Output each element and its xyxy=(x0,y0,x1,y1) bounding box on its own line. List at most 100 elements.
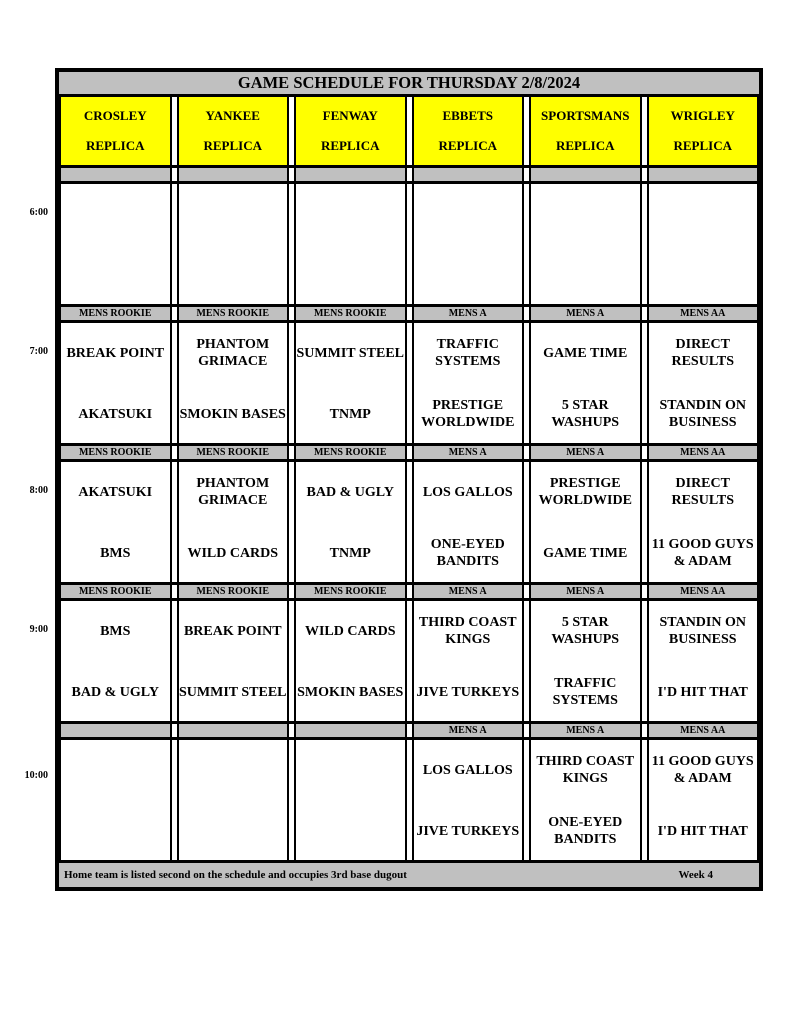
division-row: MENS ROOKIE MENS ROOKIE MENS ROOKIE MENS A M… xyxy=(59,446,759,462)
division-row: MENS A MENS A MENS AA xyxy=(59,724,759,740)
division-cell xyxy=(176,724,289,737)
home-team: ONE-EYED BANDITS xyxy=(548,815,623,847)
game-cell xyxy=(646,184,759,304)
game-cell xyxy=(529,184,642,304)
home-team: BMS xyxy=(100,545,131,561)
game-cell xyxy=(294,184,407,304)
division-cell: MENS A xyxy=(411,446,524,459)
game-cell: GAME TIME 5 STAR WASHUPS xyxy=(529,323,642,443)
home-team: STANDIN ON BUSINESS xyxy=(659,398,746,430)
field-name: SPORTSMANS xyxy=(541,108,630,123)
field-name: FENWAY xyxy=(322,108,378,123)
footer-note: Home team is listed second on the schedu… xyxy=(64,869,407,881)
home-team xyxy=(296,806,405,858)
home-team xyxy=(414,250,523,302)
division-cell: MENS A xyxy=(529,446,642,459)
away-team: PHANTOM GRIMACE xyxy=(196,476,270,508)
away-team xyxy=(296,186,405,244)
home-team: SMOKIN BASES xyxy=(179,406,286,422)
field-header-cell: EBBETS REPLICA xyxy=(411,97,524,165)
division-cell xyxy=(294,724,407,737)
division-cell: MENS A xyxy=(411,724,524,737)
away-team: DIRECT RESULTS xyxy=(671,337,735,369)
division-cell: MENS A xyxy=(411,307,524,320)
field-header-row: CROSLEY REPLICA YANKEE REPLICA FENWAY REPLICA… xyxy=(59,97,759,168)
game-cell: DIRECT RESULTS 11 GOOD GUYS & ADAM xyxy=(646,462,759,582)
game-cell: THIRD COAST KINGS ONE-EYED BANDITS xyxy=(529,740,642,860)
division-cell: MENS AA xyxy=(646,307,759,320)
home-team: ONE-EYED BANDITS xyxy=(430,537,505,569)
division-cell: MENS ROOKIE xyxy=(59,446,172,459)
division-cell xyxy=(59,168,172,181)
game-cell: PHANTOM GRIMACE WILD CARDS xyxy=(176,462,289,582)
division-row xyxy=(59,168,759,184)
division-cell: MENS ROOKIE xyxy=(294,307,407,320)
field-sub: REPLICA xyxy=(438,138,497,153)
field-sub: REPLICA xyxy=(203,138,262,153)
division-cell: MENS ROOKIE xyxy=(59,307,172,320)
field-header-cell: CROSLEY REPLICA xyxy=(59,97,172,165)
division-cell xyxy=(59,724,172,737)
away-team: SUMMIT STEEL xyxy=(296,345,405,361)
field-name: YANKEE xyxy=(205,108,260,123)
away-team xyxy=(179,186,288,244)
slot-bands: MENS ROOKIE MENS ROOKIE MENS ROOKIE MENS A M… xyxy=(59,168,759,863)
home-team: TNMP xyxy=(329,406,371,422)
game-row xyxy=(59,184,759,307)
division-cell: MENS ROOKIE xyxy=(176,446,289,459)
home-team: 11 GOOD GUYS & ADAM xyxy=(651,537,754,569)
away-team: PRESTIGE WORLDWIDE xyxy=(538,476,632,508)
game-row: BMS BAD & UGLY BREAK POINT SUMMIT STEEL WILD… xyxy=(59,601,759,724)
game-cell xyxy=(294,740,407,860)
division-cell xyxy=(411,168,524,181)
away-team: DIRECT RESULTS xyxy=(671,476,735,508)
game-cell: PRESTIGE WORLDWIDE GAME TIME xyxy=(529,462,642,582)
away-team: AKATSUKI xyxy=(78,484,153,500)
game-cell: TRAFFIC SYSTEMS PRESTIGE WORLDWIDE xyxy=(411,323,524,443)
page-title: GAME SCHEDULE FOR THURSDAY 2/8/2024 xyxy=(59,72,759,97)
field-header-cell: WRIGLEY REPLICA xyxy=(646,97,759,165)
home-team: I'D HIT THAT xyxy=(657,684,748,700)
away-team xyxy=(179,742,288,800)
field-header-cell: SPORTSMANS REPLICA xyxy=(529,97,642,165)
away-team: BAD & UGLY xyxy=(306,484,394,500)
division-cell: MENS AA xyxy=(646,585,759,598)
away-team xyxy=(61,186,170,244)
away-team: PHANTOM GRIMACE xyxy=(196,337,270,369)
time-label: 10:00 xyxy=(24,770,48,781)
division-cell xyxy=(294,168,407,181)
field-sub: REPLICA xyxy=(85,138,145,153)
game-cell: THIRD COAST KINGS JIVE TURKEYS xyxy=(411,601,524,721)
field-sub: REPLICA xyxy=(673,138,732,153)
home-team: TRAFFIC SYSTEMS xyxy=(552,676,618,708)
game-cell: DIRECT RESULTS STANDIN ON BUSINESS xyxy=(646,323,759,443)
division-cell xyxy=(176,168,289,181)
time-label: 9:00 xyxy=(29,624,48,635)
division-cell: MENS AA xyxy=(646,446,759,459)
home-team: SMOKIN BASES xyxy=(297,684,404,700)
division-cell: MENS A xyxy=(529,307,642,320)
game-cell: 11 GOOD GUYS & ADAM I'D HIT THAT xyxy=(646,740,759,860)
division-cell: MENS A xyxy=(529,724,642,737)
away-team xyxy=(531,186,640,244)
away-team xyxy=(649,186,758,244)
field-name: CROSLEY xyxy=(83,108,147,123)
field-name: WRIGLEY xyxy=(670,108,735,123)
home-team: SUMMIT STEEL xyxy=(179,684,287,700)
game-cell: PHANTOM GRIMACE SMOKIN BASES xyxy=(176,323,289,443)
division-cell: MENS ROOKIE xyxy=(294,585,407,598)
home-team: JIVE TURKEYS xyxy=(416,684,520,700)
time-label: 7:00 xyxy=(29,346,48,357)
home-team: WILD CARDS xyxy=(187,545,279,561)
home-team: I'D HIT THAT xyxy=(657,823,748,839)
division-row: MENS ROOKIE MENS ROOKIE MENS ROOKIE MENS A M… xyxy=(59,585,759,601)
away-team: TRAFFIC SYSTEMS xyxy=(435,337,501,369)
game-cell: WILD CARDS SMOKIN BASES xyxy=(294,601,407,721)
home-team xyxy=(179,806,288,858)
game-cell xyxy=(411,184,524,304)
home-team: GAME TIME xyxy=(543,545,628,561)
game-cell xyxy=(59,184,172,304)
away-team: WILD CARDS xyxy=(304,623,396,639)
game-row: AKATSUKI BMS PHANTOM GRIMACE WILD CARDS BAD … xyxy=(59,462,759,585)
